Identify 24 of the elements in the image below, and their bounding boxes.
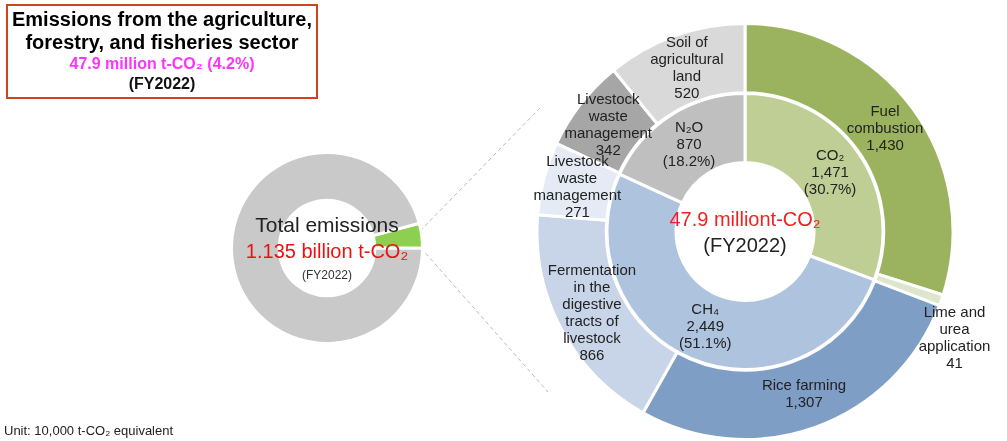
slice-label: N₂O (674, 117, 704, 135)
text: Unit: 10,000 t-CO₂ equivalent (4, 422, 174, 438)
chart-title: Emissions from the agriculture, forestry, and fisheries sector (10, 8, 314, 54)
data-label: 520 (674, 83, 700, 101)
slice-label: CH₄ (691, 300, 720, 318)
slice-label: Fermentation in the digestive tracts of livestock (547, 260, 637, 346)
slice-label: Rice farming (761, 376, 847, 394)
text: (FY2022) (301, 268, 353, 283)
text: 1.135 billion t-CO₂ (245, 239, 409, 262)
data-label: 1,307 (785, 393, 823, 411)
data-label: 1,471 (30.7%) (803, 162, 857, 197)
text: Total emissions (255, 212, 399, 236)
slice-label: Soil of agricultural land (650, 32, 724, 84)
data-label: 870 (18.2%) (662, 134, 716, 169)
text: 47.9 milliont-CO₂ (669, 208, 821, 231)
data-label: 41 (946, 354, 963, 372)
data-label: 1,430 (866, 136, 904, 154)
data-label: 271 (564, 202, 590, 220)
text: (FY2022) (703, 234, 787, 257)
slice-label: CO₂ (815, 145, 845, 163)
chart-subtitle: 47.9 million t-CO₂ (4.2%) (FY2022) (68, 54, 256, 94)
data-label: 2,449 (51.1%) (678, 317, 732, 352)
slice-label: Fuel combustion (846, 102, 924, 137)
data-label: 866 (579, 345, 605, 363)
